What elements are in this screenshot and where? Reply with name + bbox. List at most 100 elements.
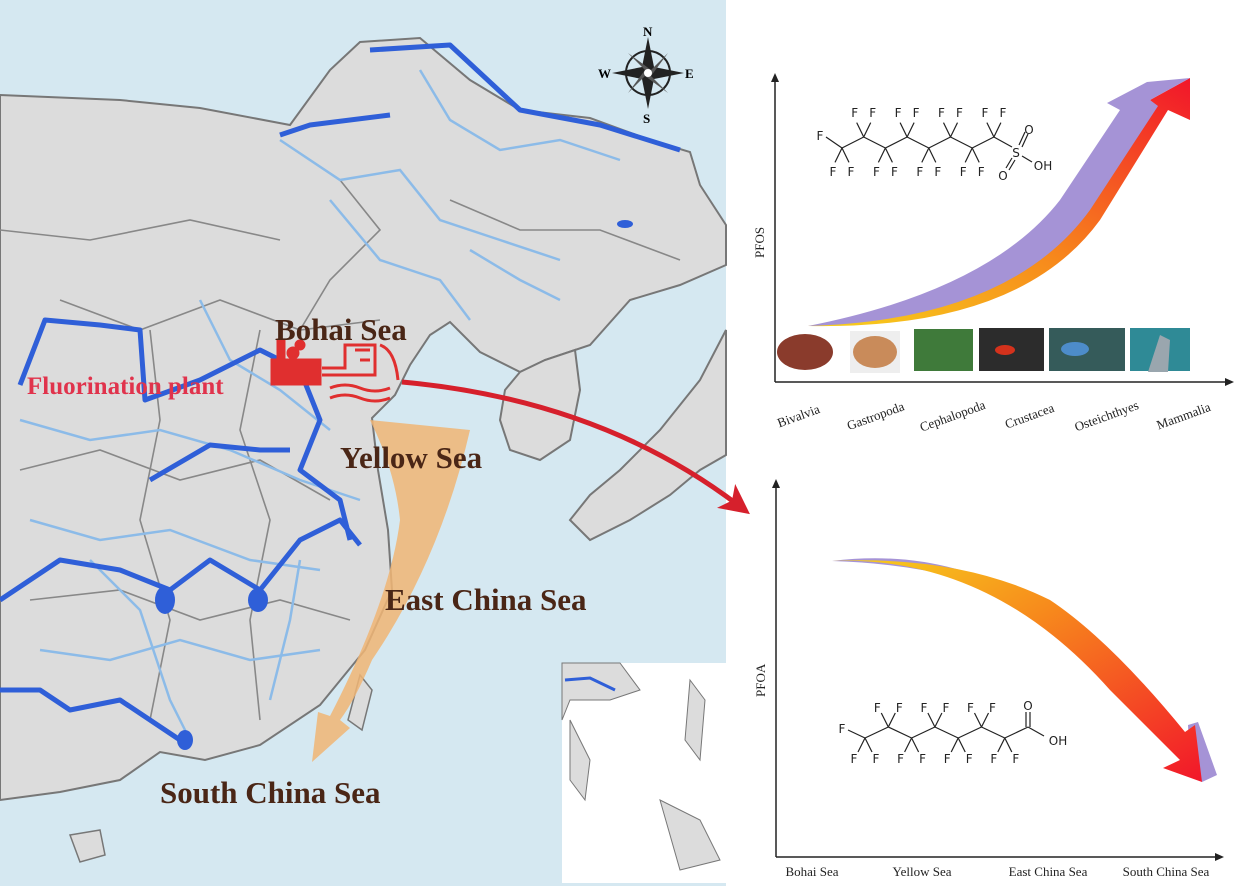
atom-label: F — [990, 752, 997, 766]
lakes — [155, 220, 633, 750]
atom-label: F — [967, 701, 974, 715]
land-japan — [568, 329, 727, 542]
bond — [957, 726, 982, 739]
bond — [971, 147, 980, 163]
sea-label-yellow: Yellow Sea — [340, 440, 483, 475]
compass-s: S — [643, 111, 650, 126]
bond — [887, 712, 896, 728]
category-label: Cephalopoda — [918, 397, 988, 435]
minor-rivers — [19, 69, 621, 741]
bond — [921, 147, 930, 163]
bond — [986, 122, 995, 138]
plant-label: Fluorination plant — [27, 373, 224, 400]
bond — [1021, 133, 1029, 148]
atom-label: F — [960, 165, 967, 179]
atom-label: S — [1012, 146, 1020, 160]
bond — [934, 712, 943, 728]
map: Bohai Sea Yellow Sea East China Sea Sout… — [0, 0, 750, 886]
bond — [1008, 159, 1016, 171]
atom-label: F — [919, 752, 926, 766]
compass-n: N — [643, 24, 653, 39]
atom-label: F — [999, 106, 1006, 120]
bond — [841, 136, 864, 149]
bond — [884, 147, 893, 163]
atom-label: F — [989, 701, 996, 715]
bond — [1018, 131, 1026, 146]
decrease-arrow-warm — [832, 560, 1202, 782]
bond — [934, 726, 959, 739]
atom-label: F — [896, 701, 903, 715]
bond — [888, 726, 912, 739]
atom-label: F — [817, 129, 824, 143]
bond — [834, 147, 843, 163]
atom-label: F — [873, 752, 880, 766]
sea-label-bohai: Bohai Sea — [275, 312, 407, 347]
bond — [980, 712, 990, 728]
bond — [906, 122, 915, 138]
atom-label: F — [942, 701, 949, 715]
cephalopoda-photo — [914, 329, 973, 371]
bond — [904, 737, 913, 753]
bond — [971, 136, 995, 149]
atom-label: F — [848, 165, 855, 179]
atom-label: F — [913, 106, 920, 120]
bond — [825, 136, 843, 149]
atom-label: F — [944, 752, 951, 766]
organism-photos — [777, 328, 1190, 373]
bond — [949, 122, 959, 138]
atom-label: F — [874, 701, 881, 715]
bond — [863, 122, 872, 138]
sea-label-east-china: East China Sea — [385, 582, 587, 617]
category-label: East China Sea — [1009, 864, 1088, 879]
atom-label: F — [830, 165, 837, 179]
bond — [856, 122, 865, 138]
fluorination-plant-icon — [270, 338, 400, 403]
bond — [906, 136, 930, 149]
bond — [1027, 726, 1045, 737]
atom-label: F — [938, 106, 945, 120]
bond — [927, 712, 936, 728]
bond — [864, 726, 889, 739]
bond — [928, 147, 937, 163]
category-label: Osteichthyes — [1072, 397, 1140, 434]
bond — [841, 147, 850, 163]
sea-label-south-china: South China Sea — [160, 775, 381, 810]
bond — [964, 147, 973, 163]
atom-label: O — [1023, 699, 1032, 713]
gastropoda-photo — [853, 336, 897, 368]
bond — [885, 136, 908, 149]
bond — [950, 136, 973, 149]
increase-arrow-purple — [808, 78, 1190, 326]
atom-label: F — [897, 752, 904, 766]
category-label: Mammalia — [1154, 399, 1212, 432]
bond — [997, 737, 1006, 753]
land-taiwan — [347, 673, 373, 732]
pfoa-structure: F F F F F F F F F F F F F F F O OH — [839, 699, 1068, 766]
pfos-panel: PFOS Bivalvia Gastropoda Cephalopoda Crusta… — [752, 73, 1234, 435]
atom-label: OH — [1034, 159, 1052, 173]
compass-w: W — [598, 66, 611, 81]
atom-label: F — [895, 106, 902, 120]
category-label: Gastropoda — [845, 398, 907, 433]
bond — [1004, 726, 1029, 739]
atom-label: F — [956, 106, 963, 120]
bond — [911, 737, 920, 753]
compass-e: E — [685, 66, 694, 81]
bond — [928, 136, 951, 149]
major-rivers — [0, 42, 681, 748]
bivalvia-photo — [777, 334, 833, 370]
atom-label: F — [851, 752, 858, 766]
bond — [877, 147, 886, 163]
bond — [993, 122, 1002, 138]
inset-map — [561, 662, 726, 883]
atom-label: F — [869, 106, 876, 120]
atom-label: F — [966, 752, 973, 766]
category-label: Bivalvia — [775, 401, 822, 430]
pfoa-panel: PFOA Bohai Sea Yellow Sea East China Sea So… — [753, 479, 1224, 879]
bond — [942, 122, 952, 138]
atom-label: F — [851, 106, 858, 120]
bond — [981, 726, 1006, 739]
atom-label: OH — [1049, 734, 1067, 748]
category-labels: Bivalvia Gastropoda Cephalopoda Crustacea Os… — [775, 397, 1212, 435]
